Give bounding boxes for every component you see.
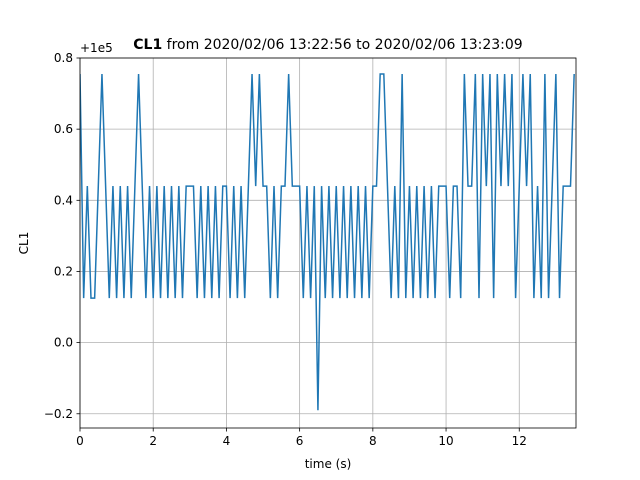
- x-tick-label: 10: [438, 434, 453, 448]
- x-tick-label: 2: [149, 434, 157, 448]
- x-tick-label: 12: [512, 434, 527, 448]
- y-axis-label: CL1: [17, 232, 31, 255]
- chart-title: CL1 from 2020/02/06 13:22:56 to 2020/02/…: [133, 37, 522, 53]
- line: [80, 73, 575, 411]
- y-tick-label: 0.4: [54, 193, 73, 207]
- title-rest: from 2020/02/06 13:22:56 to 2020/02/06 1…: [162, 37, 522, 53]
- y-tick-label: −0.2: [44, 407, 73, 421]
- y-tick-label: 0.8: [54, 51, 73, 65]
- x-tick-label: 8: [369, 434, 377, 448]
- x-tick-label: 0: [76, 434, 84, 448]
- y-tick-label: 0.2: [54, 264, 73, 278]
- y-tick-label: 0.6: [54, 122, 73, 136]
- x-axis-label: time (s): [305, 457, 352, 471]
- x-tick-label: 6: [296, 434, 304, 448]
- x-tick-label: 4: [223, 434, 231, 448]
- plot-frame: [79, 57, 577, 429]
- title-bold: CL1: [133, 37, 162, 53]
- offset-label: +1e5: [80, 41, 113, 55]
- y-tick-label: 0.0: [54, 336, 73, 350]
